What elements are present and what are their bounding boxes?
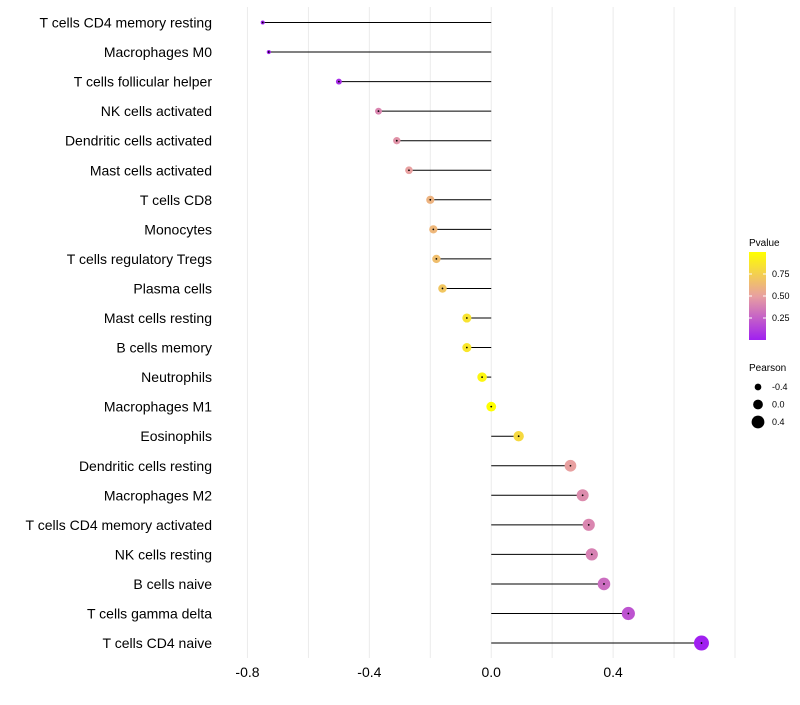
x-tick-label: 0.0: [482, 664, 502, 680]
point-center-dot: [261, 21, 264, 24]
category-label: T cells CD4 memory resting: [40, 15, 212, 31]
category-label: Dendritic cells resting: [79, 458, 212, 474]
stem-layer: [262, 22, 702, 644]
category-axis: T cells CD4 memory resting Macrophages M0…: [26, 15, 213, 652]
point-center-dot: [395, 139, 398, 142]
point-center-dot: [465, 317, 468, 319]
point-layer: [260, 20, 709, 651]
category-label: NK cells resting: [115, 546, 212, 562]
category-label: T cells CD4 naive: [103, 635, 213, 651]
category-label: NK cells activated: [101, 103, 212, 119]
grid-layer: [246, 7, 736, 658]
point-center-dot: [490, 405, 493, 408]
pvalue-legend-title: Pvalue: [749, 238, 780, 249]
category-label: T cells follicular helper: [74, 74, 213, 90]
point-center-dot: [590, 553, 593, 556]
x-tick-label: 0.4: [603, 664, 623, 680]
point-center-dot: [581, 494, 584, 497]
point-center-dot: [627, 612, 630, 615]
category-label: Macrophages M2: [104, 487, 212, 503]
size-legend-key: [751, 415, 765, 429]
x-tick-label: -0.8: [235, 664, 259, 680]
category-label: T cells CD8: [140, 192, 212, 208]
category-label: T cells CD4 memory activated: [26, 517, 212, 533]
category-label: T cells gamma delta: [87, 606, 212, 622]
colorbar-tick-label: 0.25: [772, 313, 790, 323]
size-legend-label: 0.4: [772, 417, 785, 427]
pearson-legend-title: Pearson: [749, 363, 786, 374]
category-label: Plasma cells: [133, 280, 212, 296]
point-center-dot: [377, 110, 380, 113]
point-center-dot: [408, 169, 410, 172]
point-center-dot: [700, 642, 703, 644]
colorbar-tick-label: 0.75: [772, 269, 790, 279]
category-label: Macrophages M0: [104, 44, 212, 60]
pearson-legend: Pearson -0.4 0.0 0.4: [749, 363, 788, 429]
category-label: Macrophages M1: [104, 399, 212, 415]
pvalue-colorbar: [749, 252, 766, 340]
category-label: Mast cells resting: [104, 310, 212, 326]
category-label: Dendritic cells activated: [65, 133, 212, 149]
size-legend-key: [753, 399, 763, 410]
point-center-dot: [267, 51, 270, 53]
size-legend-label: -0.4: [772, 382, 788, 392]
category-label: Mast cells activated: [90, 162, 212, 178]
point-center-dot: [587, 523, 590, 526]
x-tick-label: -0.4: [357, 664, 381, 680]
category-label: Monocytes: [144, 221, 212, 237]
category-label: Eosinophils: [140, 428, 212, 444]
point-center-dot: [432, 228, 435, 231]
category-label: T cells regulatory Tregs: [67, 251, 212, 267]
point-center-dot: [569, 464, 572, 467]
point-center-dot: [603, 583, 605, 585]
point-center-dot: [517, 435, 520, 438]
size-legend-label: 0.0: [772, 400, 785, 410]
x-axis: -0.8 -0.4 0.0 0.4: [235, 664, 623, 680]
colorbar-tick-label: 0.50: [772, 291, 790, 301]
pvalue-legend: Pvalue 0.75 0.50 0.25: [749, 238, 790, 340]
point-center-dot: [435, 258, 438, 260]
point-center-dot: [465, 346, 468, 349]
point-center-dot: [429, 198, 432, 201]
size-legend-key: [754, 383, 762, 391]
category-label: Neutrophils: [141, 369, 212, 385]
category-label: B cells memory: [116, 340, 212, 356]
point-center-dot: [337, 80, 340, 83]
point-center-dot: [481, 376, 483, 378]
point-center-dot: [441, 287, 444, 290]
category-label: B cells naive: [133, 576, 212, 592]
